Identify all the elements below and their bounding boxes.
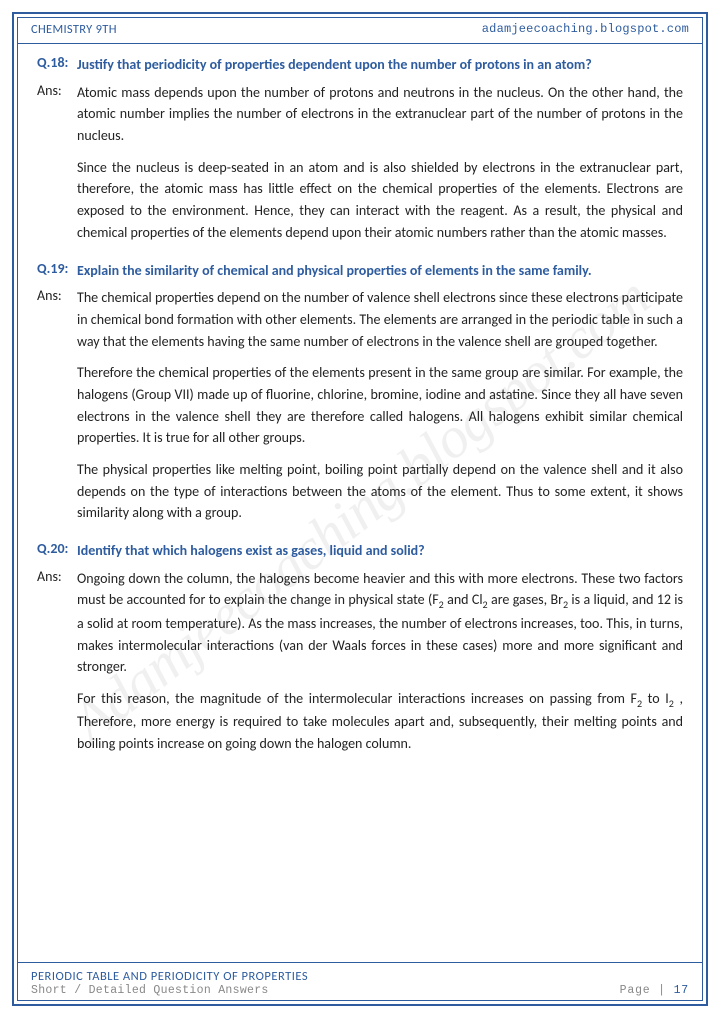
page-footer: PERIODIC TABLE AND PERIODICITY OF PROPER… [17,962,703,1001]
header-url: adamjeecoaching.blogspot.com [482,22,689,37]
answer-body: The chemical properties depend on the nu… [77,287,683,524]
page-header: CHEMISTRY 9TH adamjeecoaching.blogspot.c… [17,17,703,44]
page-content: CHEMISTRY 9TH adamjeecoaching.blogspot.c… [17,17,703,1001]
answer-para: Therefore the chemical properties of the… [77,362,683,449]
question-text: Identify that which halogens exist as ga… [77,540,683,562]
question-number: Q.19: [37,260,77,282]
main-body: Q.18: Justify that periodicity of proper… [17,44,703,962]
answer-label: Ans: [37,568,77,755]
question-number: Q.18: [37,54,77,76]
answer-para: Since the nucleus is deep-seated in an a… [77,157,683,244]
page-label: Page | [620,984,666,997]
footer-title: PERIODIC TABLE AND PERIODICITY OF PROPER… [31,969,308,984]
question-number: Q.20: [37,540,77,562]
header-subject: CHEMISTRY 9TH [31,22,117,37]
page-number: 17 [674,984,689,997]
answer-para: Atomic mass depends upon the number of p… [77,82,683,147]
question-text: Explain the similarity of chemical and p… [77,260,683,282]
answer-para: Ongoing down the column, the halogens be… [77,568,683,678]
question-text: Justify that periodicity of properties d… [77,54,683,76]
footer-subtitle: Short / Detailed Question Answers [31,984,308,997]
footer-page: Page | 17 [620,984,689,997]
answer-body: Atomic mass depends upon the number of p… [77,82,683,244]
answer-body: Ongoing down the column, the halogens be… [77,568,683,755]
footer-left: PERIODIC TABLE AND PERIODICITY OF PROPER… [31,969,308,997]
answer-para: The physical properties like melting poi… [77,459,683,524]
answer-para: For this reason, the magnitude of the in… [77,688,683,755]
qa-block-20: Q.20: Identify that which halogens exist… [37,540,683,755]
qa-block-19: Q.19: Explain the similarity of chemical… [37,260,683,525]
qa-block-18: Q.18: Justify that periodicity of proper… [37,54,683,244]
answer-label: Ans: [37,287,77,524]
answer-label: Ans: [37,82,77,244]
answer-para: The chemical properties depend on the nu… [77,287,683,352]
